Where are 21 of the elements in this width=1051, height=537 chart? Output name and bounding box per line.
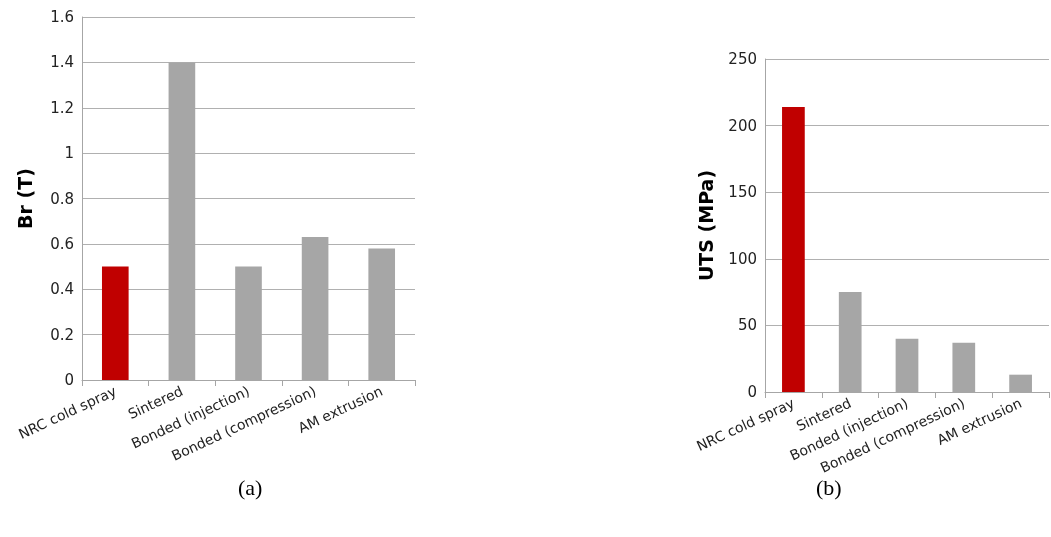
y-tick-label: 0.2 [50, 325, 74, 344]
y-axis-title: UTS (MPa) [694, 169, 717, 282]
y-tick-label: 1 [64, 144, 74, 163]
y-tick-label: 0.4 [50, 280, 74, 299]
text: (b) [816, 474, 842, 500]
y-tick-label: 1.4 [50, 53, 74, 72]
y-tick-label: 150 [728, 183, 757, 202]
y-tick-label: 0.6 [50, 234, 74, 253]
y-tick-label: 0.8 [50, 189, 74, 208]
y-tick-label: 1.2 [50, 98, 74, 117]
text: (a) [238, 474, 263, 500]
bar [782, 106, 805, 392]
y-tick-label: 1.6 [50, 8, 74, 26]
y-tick-label: 0 [747, 383, 757, 401]
y-tick-label: 50 [737, 316, 757, 335]
bar [101, 266, 129, 380]
y-tick-label: 0 [64, 371, 74, 389]
y-tick-label: 200 [728, 116, 757, 135]
y-tick-label: 250 [728, 50, 757, 68]
y-axis-title: Br (T) [13, 168, 36, 229]
y-tick-label: 100 [728, 249, 757, 268]
